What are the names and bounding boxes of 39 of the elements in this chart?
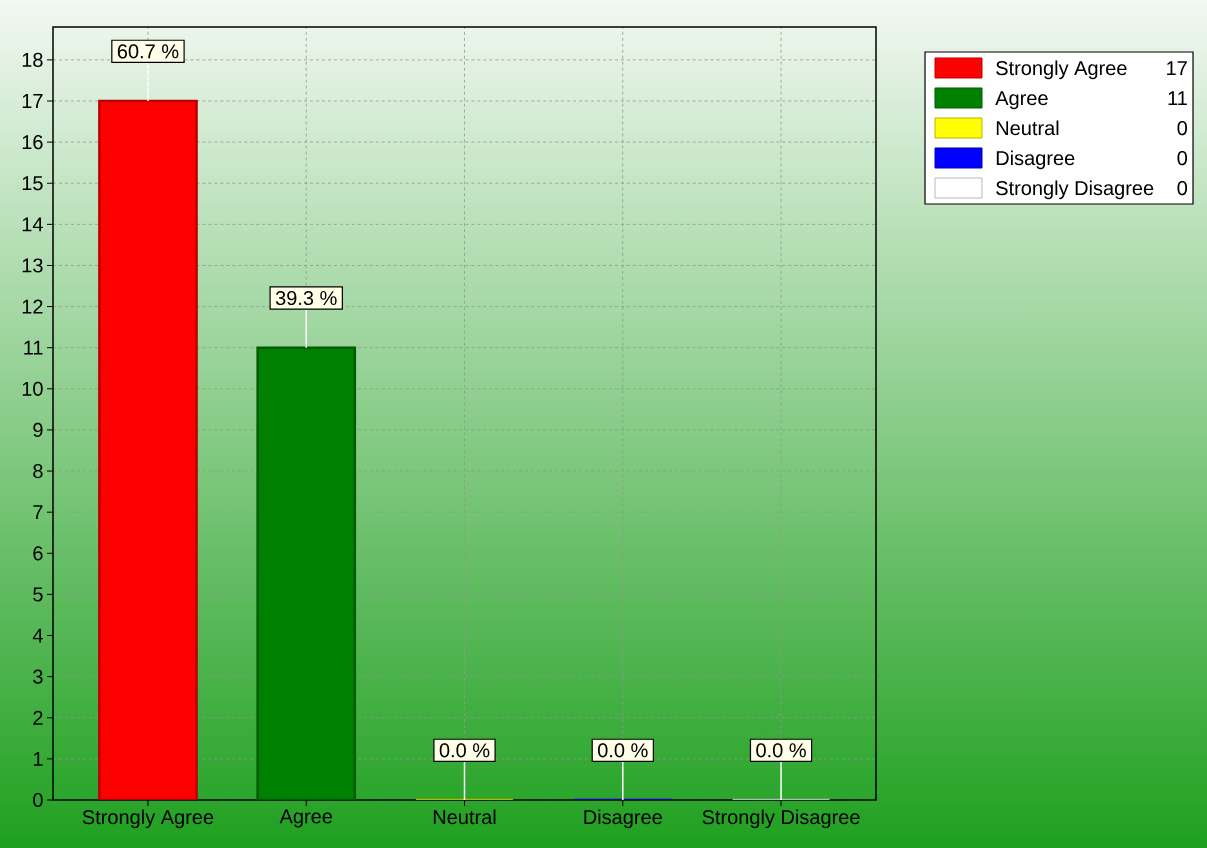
legend-label: Agree — [995, 91, 1048, 110]
text: Strongly Agree — [996, 60, 1127, 80]
y-tick-label: 1 — [33, 752, 43, 766]
annotation: 0.0 % — [439, 743, 490, 758]
y-tick-label: 17 — [22, 94, 43, 108]
annotation: 39.3 % — [275, 290, 337, 306]
y-tick-label: 9 — [33, 422, 43, 438]
x-tick-label: Strongly Agree — [82, 809, 214, 829]
annotation: 0.0 % — [756, 743, 806, 758]
y-tick-label: 8 — [33, 463, 43, 479]
x-tick-label: Neutral — [433, 809, 496, 825]
text: 0 — [1177, 151, 1188, 166]
legend-label: Strongly Disagree — [996, 180, 1154, 200]
text: 0 — [1177, 181, 1188, 196]
y-tick-label: 11 — [24, 340, 43, 355]
text: 11 — [1168, 91, 1187, 105]
text: 0 — [1177, 121, 1188, 136]
y-tick-label: 13 — [22, 258, 43, 273]
annotation: 60.7 % — [117, 44, 179, 59]
y-tick-label: 2 — [33, 710, 43, 725]
annotation: 0.0 % — [597, 743, 648, 758]
y-tick-label: 7 — [33, 505, 43, 520]
y-tick-label: 16 — [22, 135, 43, 150]
y-tick-label: 14 — [22, 217, 43, 232]
x-tick-label: Strongly Disagree — [702, 809, 860, 829]
x-tick-label: Agree — [279, 809, 333, 828]
y-tick-label: 12 — [22, 299, 43, 314]
y-tick-label: 0 — [33, 792, 43, 808]
y-tick-label: 10 — [22, 381, 43, 396]
x-tick-label: Disagree — [584, 809, 662, 829]
legend-label: Neutral — [996, 120, 1059, 136]
y-tick-label: 15 — [22, 176, 43, 191]
y-tick-label: 18 — [22, 52, 43, 67]
text: 17 — [1167, 61, 1187, 75]
y-tick-label: 5 — [33, 587, 43, 602]
legend-label: Disagree — [996, 150, 1075, 170]
y-tick-label: 3 — [33, 669, 43, 684]
y-tick-label: 4 — [32, 628, 43, 643]
y-tick-label: 6 — [33, 546, 43, 561]
